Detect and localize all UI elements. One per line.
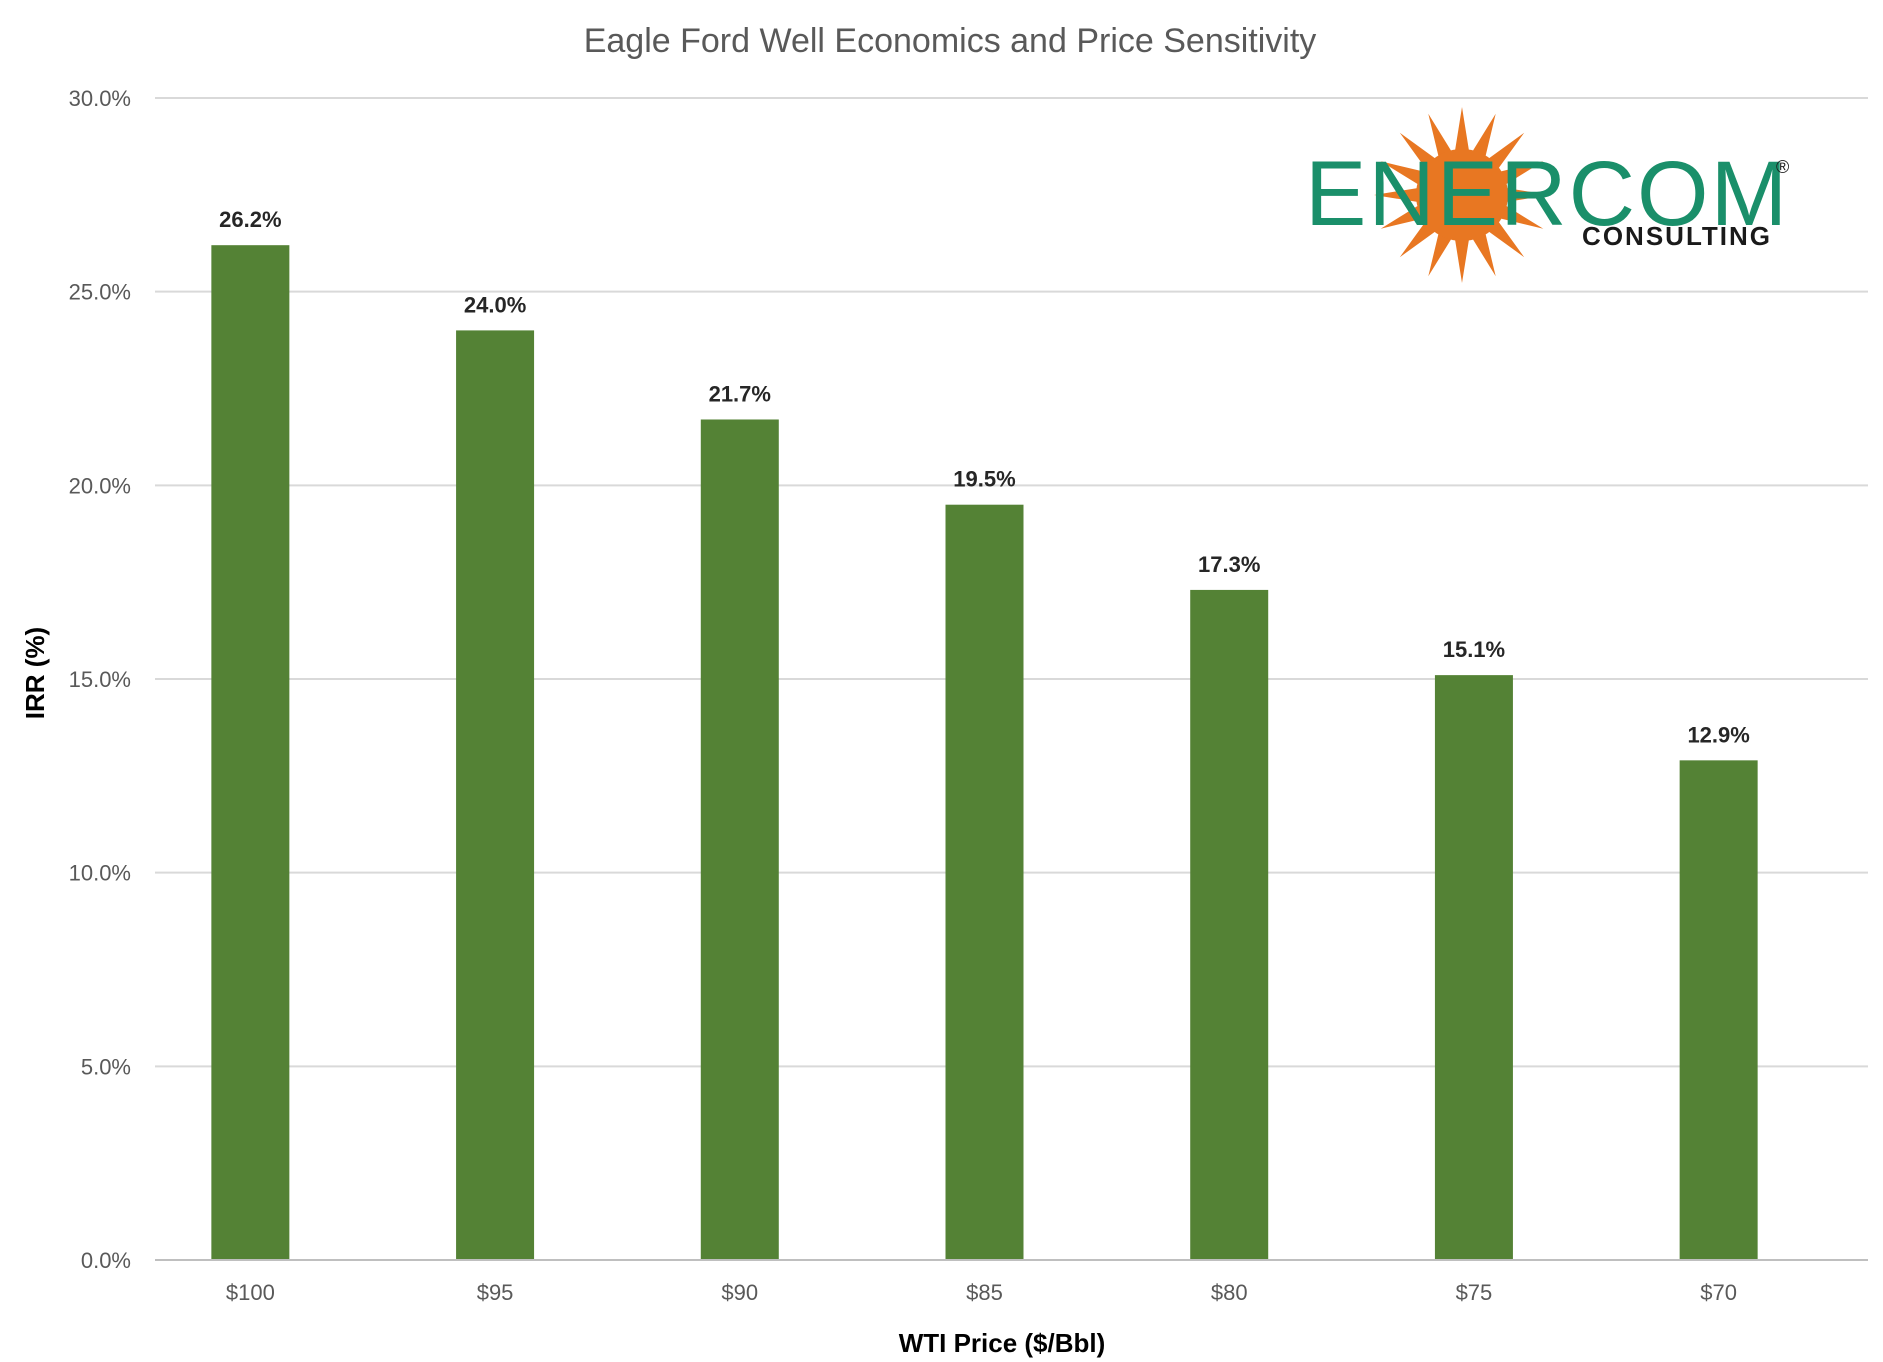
x-tick-label: $90: [721, 1280, 758, 1305]
x-tick-label: $95: [477, 1280, 514, 1305]
bar: [1190, 589, 1269, 1260]
sun-core: [1416, 149, 1508, 241]
sunburst-icon: [1374, 107, 1550, 283]
data-label: 26.2%: [219, 207, 281, 232]
y-axis-ticks: 0.0% 5.0% 10.0% 15.0% 20.0% 25.0% 30.0%: [69, 86, 131, 1273]
y-tick-label: 10.0%: [69, 861, 131, 886]
y-tick-label: 20.0%: [69, 473, 131, 498]
data-label: 21.7%: [709, 381, 771, 406]
enercom-logo: ENERCOM ® CONSULTING: [1305, 107, 1789, 283]
x-tick-label: $80: [1211, 1280, 1248, 1305]
data-label: 19.5%: [953, 467, 1015, 492]
y-tick-label: 25.0%: [69, 280, 131, 305]
x-axis-ticks: $100 $95 $90 $85 $80 $75 $70: [226, 1280, 1737, 1305]
y-tick-label: 15.0%: [69, 667, 131, 692]
y-axis-title: IRR (%): [20, 627, 50, 719]
data-label: 15.1%: [1443, 637, 1505, 662]
bar: [700, 419, 779, 1260]
x-axis-title: WTI Price ($/Bbl): [899, 1328, 1106, 1358]
bar: [211, 245, 290, 1261]
bar: [945, 504, 1024, 1260]
data-label: 24.0%: [464, 292, 526, 317]
bar: [456, 330, 535, 1260]
y-tick-label: 0.0%: [81, 1248, 131, 1273]
x-tick-label: $70: [1700, 1280, 1737, 1305]
data-labels: 26.2% 24.0% 21.7% 19.5% 17.3% 15.1% 12.9%: [219, 207, 1750, 747]
logo-wordmark: ENERCOM: [1305, 143, 1789, 245]
bars: [211, 245, 1758, 1261]
y-tick-label: 5.0%: [81, 1054, 131, 1079]
chart-title: Eagle Ford Well Economics and Price Sens…: [584, 22, 1317, 60]
x-tick-label: $100: [226, 1280, 275, 1305]
x-tick-label: $75: [1456, 1280, 1493, 1305]
data-label: 17.3%: [1198, 552, 1260, 577]
registered-mark: ®: [1776, 157, 1789, 177]
bar: [1679, 760, 1758, 1260]
logo-subtitle: CONSULTING: [1582, 221, 1772, 251]
x-tick-label: $85: [966, 1280, 1003, 1305]
data-label: 12.9%: [1687, 722, 1749, 747]
y-tick-label: 30.0%: [69, 86, 131, 111]
bar: [1434, 675, 1513, 1260]
